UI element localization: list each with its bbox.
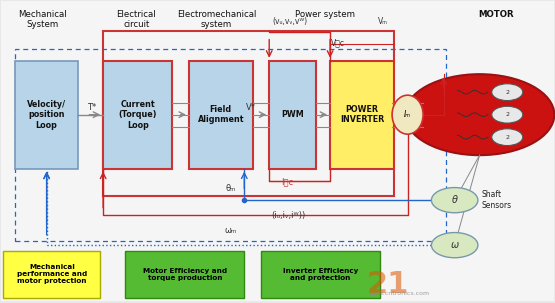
FancyBboxPatch shape [3,251,100,298]
Text: V₝c: V₝c [331,38,345,47]
Text: T*: T* [88,103,97,112]
Circle shape [431,188,478,213]
Text: ωₘ: ωₘ [224,226,236,235]
Text: Electromechanical
system: Electromechanical system [177,10,256,29]
Text: ω: ω [451,240,459,250]
Text: Iₘ: Iₘ [404,110,411,119]
Text: 2: 2 [505,112,509,117]
Text: I₝c: I₝c [281,178,294,187]
Text: POWER
INVERTER: POWER INVERTER [340,105,384,124]
Text: Velocity/
position
Loop: Velocity/ position Loop [27,100,66,130]
FancyBboxPatch shape [103,61,172,169]
FancyBboxPatch shape [269,61,316,169]
Text: 2: 2 [505,135,509,140]
FancyBboxPatch shape [261,251,380,298]
Ellipse shape [392,95,423,134]
Text: (iᵤ,iᵥ,iᵂ)): (iᵤ,iᵥ,iᵂ)) [271,211,306,220]
Text: 2: 2 [505,90,509,95]
Text: www.cntronics.com: www.cntronics.com [369,291,430,296]
FancyBboxPatch shape [330,61,393,169]
Text: Power system: Power system [295,10,355,19]
FancyBboxPatch shape [189,61,253,169]
Text: Mechanical
performance and
motor protection: Mechanical performance and motor protect… [17,265,87,285]
Text: θ: θ [452,195,458,205]
Text: MOTOR: MOTOR [478,10,514,19]
Text: Mechanical
System: Mechanical System [18,10,67,29]
Text: Shaft
Sensors: Shaft Sensors [481,191,511,210]
Text: Motor Efficiency and
torque production: Motor Efficiency and torque production [143,268,227,281]
Circle shape [492,84,523,101]
Text: V*: V* [246,103,256,112]
Text: Inverter Efficiency
and protection: Inverter Efficiency and protection [282,268,358,281]
Text: Field
Alignment: Field Alignment [198,105,244,124]
Text: PWM: PWM [281,110,304,119]
Text: (vᵤ,vᵥ,vᵂ): (vᵤ,vᵥ,vᵂ) [272,17,307,26]
Text: Vₘ: Vₘ [378,17,387,26]
Circle shape [431,232,478,258]
Text: Current
(Torque)
Loop: Current (Torque) Loop [118,100,157,130]
Circle shape [492,106,523,123]
FancyBboxPatch shape [125,251,244,298]
Circle shape [405,74,554,155]
FancyBboxPatch shape [14,61,78,169]
Circle shape [492,129,523,145]
Text: θₘ: θₘ [225,184,236,193]
Text: Electrical
circuit: Electrical circuit [117,10,156,29]
Text: 21: 21 [367,270,410,299]
